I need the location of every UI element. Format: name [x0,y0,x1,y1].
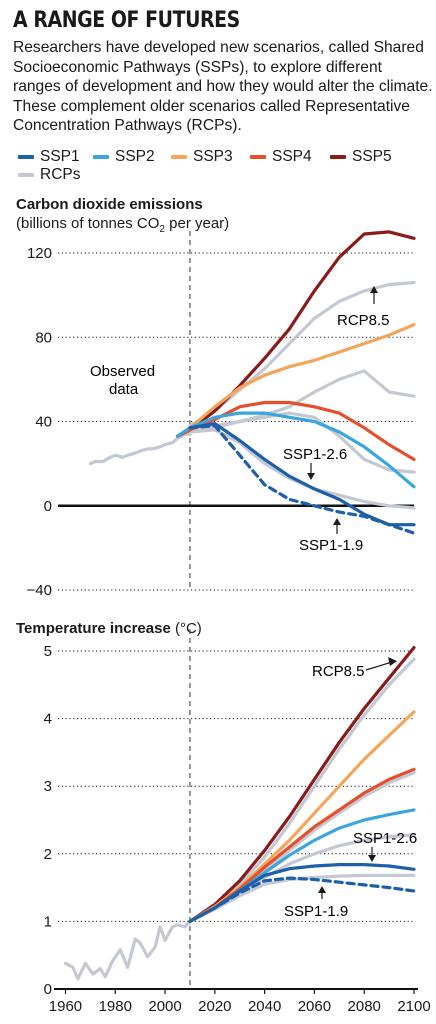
legend-label: RCPs [40,166,81,183]
legend-label: SSP1 [40,148,80,165]
legend-item-ssp1: SSP1 [18,148,80,166]
emissions-series-ssp3 [175,323,416,438]
legend-swatch [18,173,34,177]
rcp85-label-temperature: RCP8.5 [312,663,365,680]
temperature-series-rcps [188,657,416,923]
emissions-series-ssp1-1-9 [188,424,416,535]
emissions-series-rcps [188,411,416,474]
legend-label: SSP3 [193,148,233,165]
observed-label-2: data [109,381,139,398]
temperature-y-tick-label: 3 [44,778,52,795]
legend-swatch [18,155,34,159]
emissions-series [88,230,416,535]
emissions-y-tick-label: 0 [44,498,52,515]
temperature-y-tick-label: 2 [44,846,52,863]
figure-description: Researchers have developed new scenarios… [13,39,433,134]
temperature-x-tick-label: 2000 [148,998,181,1015]
temperature-x-tick-label: 2100 [397,998,430,1015]
rcp85-pointer-temperature [365,661,393,671]
ssp126-arrowhead-emissions [307,473,315,480]
rcp85-arrowhead-temperature [388,657,397,666]
ssp126-label-temperature: SSP1-2.6 [353,830,417,847]
ssp119-arrowhead-temperature [318,886,326,893]
legend-label: SSP5 [352,148,392,165]
legend-label: SSP4 [272,148,312,165]
emissions-series-ssp2 [175,411,416,489]
ssp119-arrowhead-emissions [333,518,341,525]
temperature-gridlines: 0 1 2 3 4 5 1960 1980 2000 2020 2040 2060 2080 2100 [44,629,431,1015]
temperature-x-tick-label: 2020 [198,998,231,1015]
emissions-y-tick-label: 40 [35,414,52,431]
temperature-y-tick-label: 4 [44,711,52,728]
emissions-title: Carbon dioxide emissions [16,196,203,213]
legend-swatch [171,155,187,159]
emissions-series-ssp5 [175,230,416,438]
emissions-series-rcps [188,428,416,510]
ssp119-label-emissions: SSP1-1.9 [299,537,363,554]
temperature-x-tick-label: 1960 [49,998,82,1015]
legend-item-rcps: RCPs [18,166,80,184]
emissions-series-observed-data [88,432,192,466]
temperature-y-tick-label: 5 [44,643,52,660]
temperature-x-tick-label: 1980 [99,998,132,1015]
legend-swatch [93,155,109,159]
rcp85-arrowhead-emissions [370,286,378,293]
observed-label-1: Observed [90,363,155,380]
temperature-title: Temperature increase (°C) [16,620,202,637]
temperature-y-tick-label: 0 [44,981,52,998]
figure-title: A RANGE OF FUTURES [13,8,240,33]
legend-item-ssp2: SSP2 [93,148,155,166]
emissions-subtitle: (billions of tonnes CO2 per year) [16,215,230,235]
legend-label: SSP2 [115,148,155,165]
temperature-y-tick-label: 1 [44,913,52,930]
legend-item-ssp3: SSP3 [171,148,233,166]
legend-swatch [330,155,346,159]
temperature-x-tick-label: 2040 [248,998,281,1015]
ssp126-arrowhead-temperature [368,855,376,862]
ssp126-label-emissions: SSP1-2.6 [283,446,347,463]
emissions-annotations: Observed data RCP8.5 SSP1-2.6 SSP1-1.9 [90,286,390,554]
rcp85-label-emissions: RCP8.5 [337,312,390,329]
temperature-series-observed-data [63,919,192,981]
temperature-x-tick-label: 2060 [298,998,331,1015]
emissions-y-tick-label: −40 [27,582,52,599]
emissions-y-tick-label: 120 [27,245,52,262]
emissions-y-tick-label: 80 [35,329,52,346]
temperature-annotations: RCP8.5 SSP1-2.6 SSP1-1.9 [284,657,417,920]
temperature-x-tick-label: 2080 [348,998,381,1015]
emissions-series-ssp4 [175,400,416,461]
temperature-series [63,646,416,981]
temperature-series-ssp5 [188,646,416,923]
ssp119-label-temperature: SSP1-1.9 [284,903,348,920]
temperature-series-ssp1-1-9 [188,876,416,923]
legend-item-ssp4: SSP4 [250,148,312,166]
legend-item-ssp5: SSP5 [330,148,392,166]
legend-swatch [250,155,266,159]
